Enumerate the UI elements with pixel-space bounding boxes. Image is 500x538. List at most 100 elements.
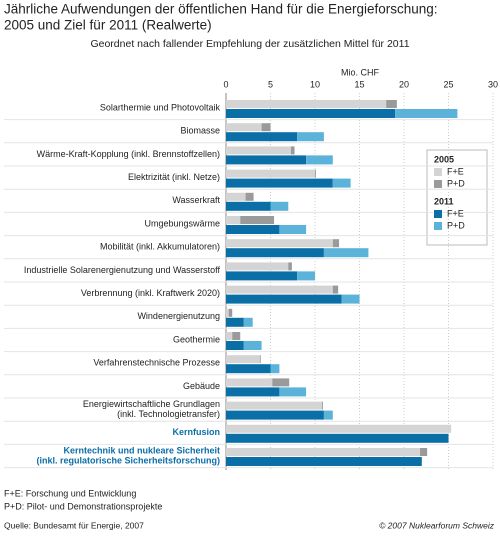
bar xyxy=(290,146,295,155)
bar xyxy=(297,271,315,281)
bar xyxy=(323,410,333,420)
bar xyxy=(245,192,254,201)
legend-swatch xyxy=(434,210,442,218)
y-tick-label: Kerntechnik und nukleare Sicherheit xyxy=(63,445,220,455)
x-tick-label: 15 xyxy=(354,79,364,89)
bar xyxy=(226,355,260,364)
bar xyxy=(226,317,244,327)
legend-title: 2005 xyxy=(434,154,454,164)
chart-title: 2005 und Ziel für 2011 (Realwerte) xyxy=(4,18,212,33)
bar xyxy=(226,146,291,155)
y-tick-label: Elektrizität (inkl. Netze) xyxy=(128,172,220,182)
subtitle: Geordnet nach fallender Empfehlung der z… xyxy=(90,38,409,50)
bar xyxy=(279,225,307,234)
bar xyxy=(332,178,351,188)
y-tick-label: Verfahrenstechnische Prozesse xyxy=(93,358,220,368)
footnote: F+E: Forschung und Entwicklung xyxy=(4,488,136,498)
bar xyxy=(243,341,262,350)
y-tick-label: (inkl. Technologietransfer) xyxy=(117,409,220,419)
bar xyxy=(226,448,421,456)
bar xyxy=(259,355,261,364)
bar xyxy=(240,216,275,224)
bar xyxy=(226,294,342,304)
bar xyxy=(341,294,360,304)
bar xyxy=(261,123,271,132)
bar xyxy=(332,239,340,248)
footnote: P+D: Pilot- und Demonstrationsprojekte xyxy=(4,501,162,511)
x-tick-label: 5 xyxy=(268,79,273,89)
bar xyxy=(226,262,289,271)
x-tick-label: 30 xyxy=(488,79,498,89)
bar xyxy=(226,169,315,178)
bar xyxy=(288,262,292,271)
y-tick-label: Industrielle Solarenergienutzung und Was… xyxy=(24,265,221,275)
bar xyxy=(226,192,246,201)
bar xyxy=(226,109,396,118)
bar xyxy=(226,271,298,281)
bar xyxy=(232,332,241,340)
y-tick-label: Verbrennung (inkl. Kraftwerk 2020) xyxy=(81,288,220,298)
bar xyxy=(226,201,271,211)
y-tick-label: Kernfusion xyxy=(172,427,220,437)
legend-label: F+E xyxy=(447,208,464,218)
bar xyxy=(226,332,233,340)
bar xyxy=(323,248,369,258)
bar xyxy=(226,341,244,350)
legend-title: 2011 xyxy=(434,196,454,206)
bar xyxy=(297,132,324,142)
x-tick-label: 25 xyxy=(443,79,453,89)
bar xyxy=(226,401,323,410)
bar xyxy=(226,123,262,132)
bar xyxy=(395,109,458,118)
x-tick-label: 0 xyxy=(223,79,228,89)
bar xyxy=(226,285,333,294)
bar xyxy=(243,317,253,327)
bar xyxy=(226,155,307,165)
bar xyxy=(226,216,241,224)
bar xyxy=(226,239,333,248)
bar xyxy=(226,178,333,188)
bar xyxy=(322,401,324,410)
y-tick-label: Energiewirtschaftliche Grundlagen xyxy=(83,399,220,409)
y-tick-label: Solarthermie und Photovoltaik xyxy=(100,102,221,112)
legend-label: F+E xyxy=(447,166,464,176)
chart-title: Jährliche Aufwendungen der öffentlichen … xyxy=(4,2,438,17)
bar xyxy=(332,285,339,294)
legend-label: P+D xyxy=(447,178,465,188)
y-tick-label: (inkl. regulatorische Sicherheitsforschu… xyxy=(36,455,220,465)
copyright: © 2007 Nuklearforum Schweiz xyxy=(379,520,495,530)
x-tick-label: 20 xyxy=(399,79,409,89)
x-axis-label: Mio. CHF xyxy=(341,67,380,77)
y-tick-label: Biomasse xyxy=(180,126,220,136)
bar xyxy=(270,201,289,211)
y-tick-label: Windenergienutzung xyxy=(137,311,220,321)
legend-label: P+D xyxy=(447,220,465,230)
y-tick-label: Mobilität (inkl. Akkumulatoren) xyxy=(100,242,220,252)
legend-swatch xyxy=(434,180,442,188)
bar xyxy=(226,364,271,374)
bar xyxy=(226,132,298,142)
bar xyxy=(420,448,428,456)
bar xyxy=(226,378,273,387)
bar xyxy=(279,387,307,397)
y-tick-label: Gebäude xyxy=(183,381,220,391)
y-tick-label: Umgebungswärme xyxy=(144,218,220,228)
bar xyxy=(226,433,449,443)
bar xyxy=(226,308,229,317)
y-tick-label: Wasserkraft xyxy=(172,195,220,205)
x-tick-label: 10 xyxy=(310,79,320,89)
legend-swatch xyxy=(434,222,442,230)
bar xyxy=(272,378,290,387)
bar xyxy=(226,387,280,397)
bar xyxy=(226,248,324,258)
bar xyxy=(226,225,280,234)
source: Quelle: Bundesamt für Energie, 2007 xyxy=(4,520,144,530)
bar xyxy=(226,410,324,420)
bar xyxy=(306,155,333,165)
bar xyxy=(226,100,387,108)
bar xyxy=(315,169,316,178)
legend-swatch xyxy=(434,168,442,176)
bar xyxy=(270,364,280,374)
bar xyxy=(226,424,452,433)
